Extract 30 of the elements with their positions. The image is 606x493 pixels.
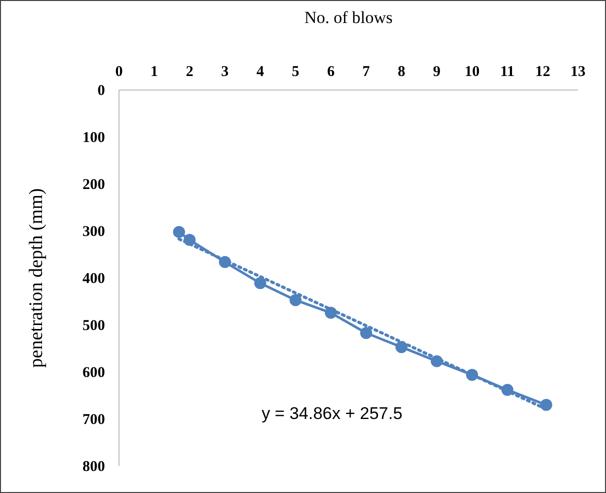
x-tick-label: 9: [433, 64, 441, 80]
y-tick-label: 300: [82, 224, 105, 240]
x-tick-label: 6: [327, 64, 336, 80]
y-tick-label: 800: [82, 459, 105, 475]
x-axis-title: No. of blows: [304, 8, 393, 27]
x-tick-label: 12: [535, 64, 550, 80]
point: [290, 294, 302, 306]
x-tick-label: 13: [570, 64, 586, 80]
point: [360, 326, 372, 339]
x-tick-label: 3: [221, 64, 229, 80]
y-tick-label: 700: [82, 412, 105, 428]
x-tick-label: 10: [464, 64, 480, 80]
x-tick-label: 8: [398, 64, 406, 80]
x-tick-label: 1: [150, 64, 158, 80]
y-tick-label: 200: [82, 177, 105, 193]
x-tick-label: 0: [115, 64, 123, 80]
y-tick-label: 400: [82, 271, 105, 287]
point: [173, 226, 186, 238]
y-tick-label: 100: [82, 130, 105, 146]
annotation: y = 34.86x + 257.5: [262, 404, 402, 423]
x-tick-label: 5: [292, 64, 300, 80]
point: [254, 277, 266, 290]
y-axis-title: penetration depth (mm): [26, 188, 47, 368]
x-tick-label: 7: [362, 64, 370, 80]
y-tick-label: 0: [98, 83, 105, 99]
x-tick-label: 11: [500, 64, 514, 80]
x-tick-label: 2: [186, 64, 194, 80]
y-tick-label: 600: [82, 365, 105, 381]
x-tick-label: 4: [256, 64, 264, 80]
y-tick-label: 500: [82, 318, 105, 334]
